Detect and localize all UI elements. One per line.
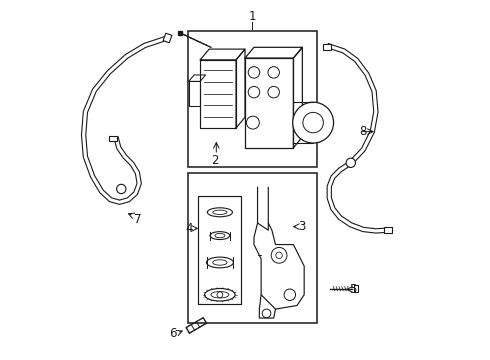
Bar [163, 33, 172, 43]
Text: 5: 5 [349, 283, 356, 296]
Bar [354, 285, 358, 292]
Text: 8: 8 [360, 125, 367, 138]
Text: 7: 7 [134, 213, 141, 226]
Text: 3: 3 [298, 220, 305, 233]
Bar [198, 196, 242, 304]
Text: 6: 6 [170, 327, 177, 339]
Circle shape [117, 184, 126, 194]
Text: 2: 2 [211, 154, 218, 167]
Bar [188, 31, 317, 167]
Text: 1: 1 [248, 10, 256, 23]
Bar [188, 173, 317, 323]
Text: 4: 4 [186, 222, 193, 235]
Bar [109, 136, 117, 141]
Circle shape [293, 102, 334, 143]
Bar [384, 227, 392, 233]
Circle shape [346, 158, 355, 167]
Bar [323, 44, 331, 50]
